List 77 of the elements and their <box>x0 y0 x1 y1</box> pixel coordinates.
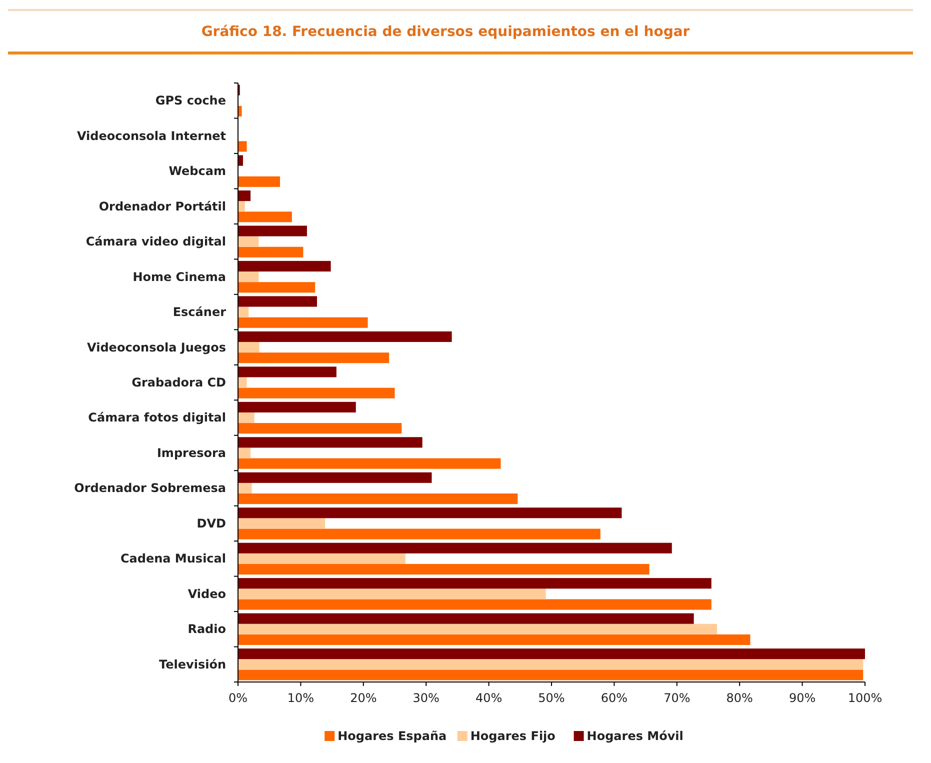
bar <box>238 508 622 518</box>
bar <box>238 412 254 424</box>
bar <box>238 377 247 388</box>
y-tick-label: Cámara fotos digital <box>88 410 226 425</box>
bar <box>238 624 718 634</box>
y-tick-label: Home Cinema <box>132 270 226 284</box>
bar <box>238 528 600 540</box>
bar <box>238 331 452 342</box>
bar <box>238 201 245 212</box>
bar <box>238 402 356 412</box>
x-tick-label: 50% <box>538 691 565 705</box>
bar <box>238 236 259 247</box>
x-tick-label: 20% <box>350 691 377 705</box>
bar <box>238 578 712 589</box>
bar <box>238 317 368 328</box>
bar <box>238 458 501 469</box>
y-tick-label: Cámara video digital <box>86 234 226 249</box>
legend-label: Hogares Móvil <box>586 729 684 743</box>
bar <box>238 190 251 202</box>
bar <box>238 212 292 222</box>
x-tick-label: 10% <box>287 691 314 705</box>
y-tick-label: Televisión <box>159 657 226 672</box>
bar <box>238 659 864 670</box>
bar <box>238 141 247 152</box>
y-tick-label: Cadena Musical <box>120 552 226 566</box>
bar <box>238 342 260 353</box>
x-tick-label: 70% <box>664 691 690 705</box>
bar <box>238 588 546 600</box>
bar <box>238 246 304 258</box>
x-tick-label: 0% <box>228 691 248 705</box>
bar <box>238 272 259 282</box>
y-tick-label: Videoconsola Internet <box>76 128 226 143</box>
bar <box>238 493 518 504</box>
bar <box>238 613 694 624</box>
y-tick-label: Ordenador Portátil <box>98 199 226 214</box>
y-tick-label: Radio <box>188 622 226 636</box>
bar <box>238 599 712 610</box>
bar <box>238 448 251 458</box>
bar <box>238 176 280 187</box>
legend-label: Hogares España <box>338 729 447 743</box>
y-tick-label: Impresora <box>156 446 226 460</box>
bar <box>238 366 336 378</box>
y-tick-label: Webcam <box>168 164 226 178</box>
x-tick-label: 100% <box>848 691 882 705</box>
bar <box>238 296 317 307</box>
x-tick-label: 60% <box>600 691 628 705</box>
bar <box>238 542 672 554</box>
legend-label: Hogares Fijo <box>470 729 556 743</box>
y-tick-label: Video <box>188 586 226 601</box>
x-tick-label: 80% <box>726 691 753 705</box>
y-tick-label: Ordenador Sobremesa <box>74 481 226 496</box>
bar <box>238 553 406 564</box>
bar <box>238 352 390 364</box>
y-tick-label: DVD <box>196 516 226 530</box>
y-tick-label: Escáner <box>172 305 226 320</box>
bar <box>238 482 252 494</box>
bar <box>238 472 432 483</box>
bar <box>238 423 402 434</box>
y-tick-label: Grabadora CD <box>132 376 226 390</box>
bar <box>238 226 307 236</box>
x-tick-label: 40% <box>475 691 502 705</box>
bar <box>238 648 865 660</box>
bar <box>238 437 422 448</box>
bar <box>238 388 395 398</box>
bar <box>238 282 316 293</box>
y-tick-label: Videoconsola Juegos <box>87 340 226 354</box>
y-tick-label: GPS coche <box>155 94 226 108</box>
x-tick-label: 90% <box>788 691 816 705</box>
bar <box>238 518 326 529</box>
bar <box>238 306 249 318</box>
bar <box>238 155 244 166</box>
bar <box>238 260 331 272</box>
bar <box>238 634 750 646</box>
bar <box>238 106 242 116</box>
x-tick-label: 30% <box>412 691 440 705</box>
bar <box>238 564 650 575</box>
chart-title: Gráfico 18. Frecuencia de diversos equipamientos en el hogar <box>201 24 690 40</box>
